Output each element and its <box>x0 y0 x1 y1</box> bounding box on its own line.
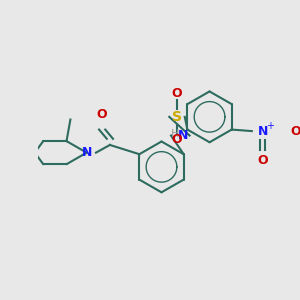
Text: O: O <box>172 134 182 146</box>
Text: O: O <box>172 87 182 100</box>
Text: N: N <box>257 124 268 138</box>
Text: +: + <box>266 121 274 131</box>
Text: H: H <box>171 129 179 139</box>
Text: S: S <box>172 110 182 124</box>
Text: O: O <box>290 124 300 138</box>
Text: O: O <box>97 108 107 121</box>
Text: N: N <box>82 146 92 159</box>
Text: N: N <box>178 129 189 142</box>
Text: O: O <box>257 154 268 167</box>
